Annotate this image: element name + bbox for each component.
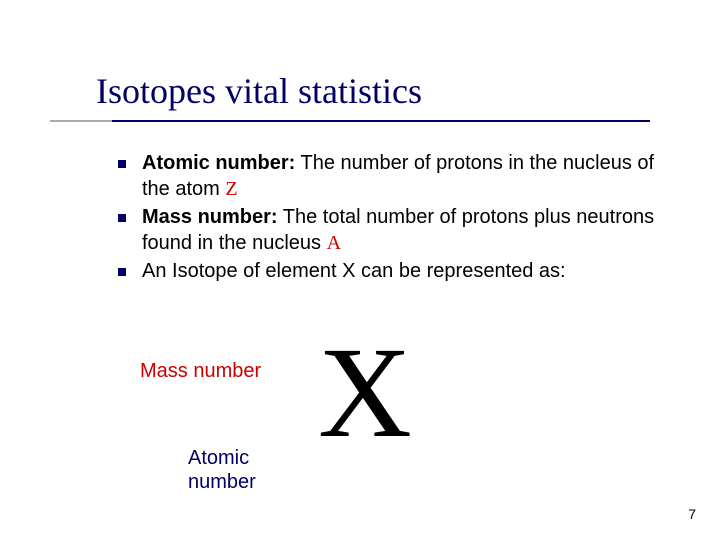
underline-navy-segment — [112, 120, 650, 122]
bullet-text: An Isotope of element X can be represent… — [142, 260, 566, 282]
bullet-symbol: Z — [225, 178, 237, 200]
slide-title: Isotopes vital statistics — [96, 70, 670, 112]
element-symbol: X — [318, 318, 412, 468]
mass-number-label: Mass number — [140, 360, 261, 383]
isotope-diagram: Mass number Atomic number X — [140, 350, 560, 510]
atomic-label-line2: number — [188, 471, 256, 493]
title-underline — [50, 120, 650, 124]
bullet-bold: Mass number: — [142, 206, 278, 228]
slide-container: Isotopes vital statistics Atomic number:… — [0, 0, 720, 540]
bullet-marker-icon — [118, 214, 126, 222]
atomic-label-line1: Atomic — [188, 447, 249, 469]
bullet-symbol: A — [327, 232, 341, 254]
bullet-item: Mass number: The total number of protons… — [118, 204, 670, 256]
bullet-marker-icon — [118, 268, 126, 276]
underline-gray-segment — [50, 120, 112, 122]
page-number: 7 — [688, 506, 696, 522]
bullet-item: Atomic number: The number of protons in … — [118, 150, 670, 202]
bullet-list: Atomic number: The number of protons in … — [90, 150, 670, 284]
bullet-marker-icon — [118, 160, 126, 168]
bullet-item: An Isotope of element X can be represent… — [118, 258, 670, 284]
bullet-bold: Atomic number: — [142, 152, 295, 174]
atomic-number-label: Atomic number — [188, 446, 256, 494]
